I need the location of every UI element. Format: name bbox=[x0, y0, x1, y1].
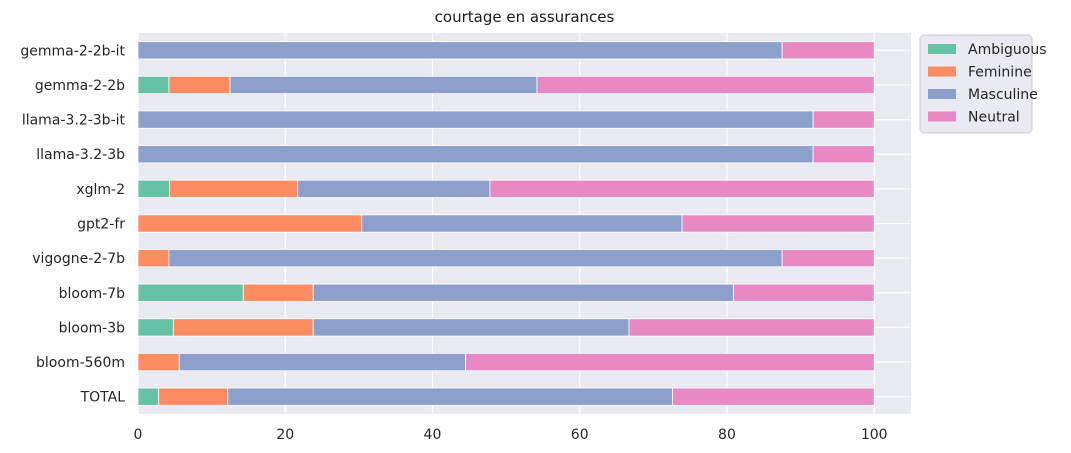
x-tick-label: 40 bbox=[424, 427, 442, 443]
y-tick-label: bloom-560m bbox=[36, 355, 125, 371]
bar-segment bbox=[536, 75, 875, 95]
bar-segment bbox=[158, 387, 229, 406]
bar-segment bbox=[178, 352, 467, 372]
legend-swatch bbox=[928, 111, 956, 122]
bar-segment bbox=[227, 387, 673, 406]
bar-segment bbox=[137, 283, 244, 302]
y-tick-label: gpt2-fr bbox=[77, 217, 125, 233]
y-tick-label: llama-3.2-3b-it bbox=[22, 113, 126, 129]
bar-segment bbox=[489, 179, 875, 198]
x-tick-label: 0 bbox=[134, 427, 143, 443]
bar-segment bbox=[137, 179, 171, 198]
legend-label: Ambiguous bbox=[968, 42, 1046, 58]
bar-segment bbox=[137, 110, 814, 129]
chart-title: courtage en assurances bbox=[435, 8, 615, 26]
y-tick-label: vigogne-2-7b bbox=[32, 251, 125, 267]
y-tick-label: bloom-7b bbox=[59, 286, 126, 302]
bar-segment bbox=[229, 75, 538, 95]
legend: Ambiguous Feminine Masculine Neutral bbox=[919, 34, 1046, 134]
bar-segment bbox=[168, 75, 231, 95]
bar-segment bbox=[137, 214, 363, 233]
bar-segment bbox=[812, 145, 875, 164]
x-tick-label: 20 bbox=[276, 427, 294, 443]
y-tick-label: gemma-2-2b-it bbox=[20, 43, 125, 59]
bar-segment bbox=[312, 318, 630, 337]
bar-segment bbox=[672, 387, 875, 406]
bars bbox=[137, 41, 875, 406]
bar-segment bbox=[137, 249, 170, 268]
legend-label: Neutral bbox=[968, 110, 1020, 126]
bar-segment bbox=[137, 41, 783, 60]
x-tick-label: 80 bbox=[718, 427, 736, 443]
x-tick-labels: 0 20 40 60 80 100 bbox=[134, 427, 888, 443]
bar-segment bbox=[172, 318, 314, 337]
bar-segment bbox=[781, 41, 875, 60]
bar-segment bbox=[168, 249, 783, 268]
y-tick-label: TOTAL bbox=[80, 390, 126, 406]
bar-segment bbox=[169, 179, 299, 198]
bar-segment bbox=[628, 318, 875, 337]
x-tick-label: 100 bbox=[861, 427, 888, 443]
bar-segment bbox=[137, 387, 160, 406]
bar-segment bbox=[781, 249, 875, 268]
legend-swatch bbox=[928, 66, 956, 77]
y-tick-label: gemma-2-2b bbox=[35, 78, 125, 94]
legend-label: Masculine bbox=[968, 87, 1038, 103]
y-tick-label: llama-3.2-3b bbox=[36, 147, 125, 163]
bar-segment bbox=[137, 318, 174, 337]
bar-segment bbox=[297, 179, 491, 198]
y-tick-label: xglm-2 bbox=[76, 182, 125, 198]
bar-segment bbox=[137, 75, 170, 95]
bar-segment bbox=[465, 352, 875, 372]
bar-segment bbox=[137, 145, 814, 164]
x-tick-label: 60 bbox=[571, 427, 589, 443]
bar-segment bbox=[733, 283, 875, 302]
bar-segment bbox=[137, 352, 180, 372]
y-tick-labels: gemma-2-2b-it gemma-2-2b llama-3.2-3b-it ll… bbox=[20, 43, 125, 405]
legend-box bbox=[919, 34, 1033, 134]
legend-swatch bbox=[928, 44, 956, 54]
legend-label: Feminine bbox=[968, 65, 1032, 81]
bar-segment bbox=[681, 214, 875, 233]
y-tick-label: bloom-3b bbox=[59, 320, 126, 336]
bar-segment bbox=[312, 283, 734, 302]
bar-segment bbox=[812, 110, 875, 129]
legend-swatch bbox=[928, 89, 956, 99]
bar-segment bbox=[361, 214, 683, 233]
bar-segment bbox=[242, 283, 314, 302]
